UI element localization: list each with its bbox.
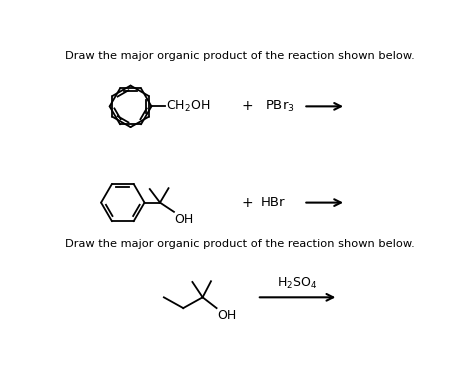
Text: $\mathregular{CH_2OH}$: $\mathregular{CH_2OH}$ bbox=[166, 99, 210, 114]
Text: $\mathregular{PBr_3}$: $\mathregular{PBr_3}$ bbox=[264, 99, 294, 114]
Text: Draw the major organic product of the reaction shown below.: Draw the major organic product of the re… bbox=[65, 51, 415, 61]
Text: +: + bbox=[242, 195, 254, 210]
Text: OH: OH bbox=[218, 309, 237, 322]
Text: +: + bbox=[242, 99, 254, 113]
Text: Draw the major organic product of the reaction shown below.: Draw the major organic product of the re… bbox=[65, 239, 415, 249]
Text: $\mathregular{H_2SO_4}$: $\mathregular{H_2SO_4}$ bbox=[277, 276, 318, 291]
Text: OH: OH bbox=[175, 213, 194, 226]
Text: HBr: HBr bbox=[261, 196, 285, 209]
